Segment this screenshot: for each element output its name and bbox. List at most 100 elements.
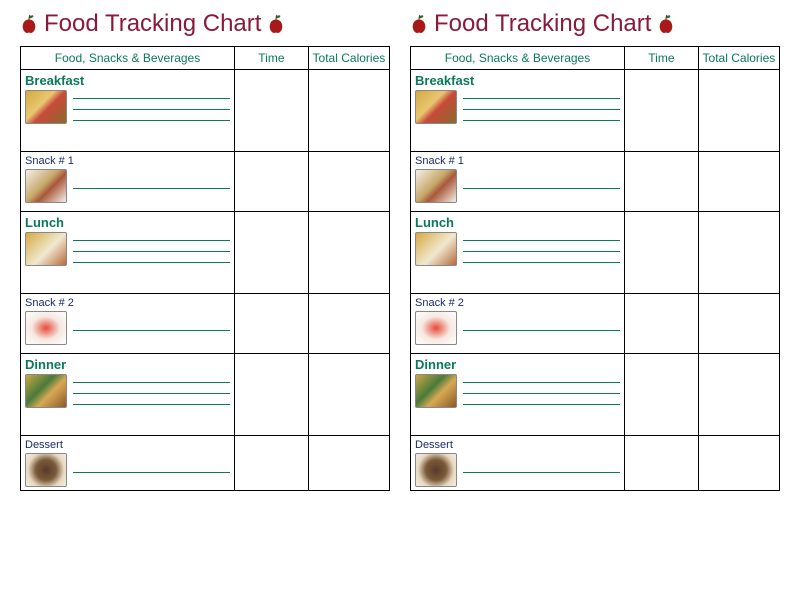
entry-line	[463, 472, 620, 473]
entry-line	[73, 240, 230, 241]
meal-label: Dessert	[415, 439, 620, 451]
calories-cell	[308, 152, 389, 212]
food-image	[25, 374, 67, 408]
header-food: Food, Snacks & Beverages	[411, 47, 625, 70]
entry-lines	[73, 90, 230, 124]
food-cell: Lunch	[411, 212, 625, 294]
calories-cell	[698, 436, 779, 491]
time-cell	[625, 436, 699, 491]
entry-line	[463, 120, 620, 121]
chart-title: Food Tracking Chart	[434, 10, 651, 38]
entry-line	[463, 404, 620, 405]
chart-left: Food Tracking Chart Food, Snacks & Bever…	[20, 10, 390, 598]
apple-icon	[657, 14, 675, 34]
chart-title: Food Tracking Chart	[44, 10, 261, 38]
food-image	[25, 311, 67, 345]
meal-row: Dessert	[21, 436, 390, 491]
meal-row: Dinner	[21, 354, 390, 436]
meal-row: Snack # 2	[21, 294, 390, 354]
meal-row: Snack # 1	[21, 152, 390, 212]
header-calories: Total Calories	[698, 47, 779, 70]
entry-line	[73, 472, 230, 473]
meal-label: Breakfast	[25, 73, 230, 88]
header-row: Food, Snacks & Beverages Time Total Calo…	[21, 47, 390, 70]
meal-label: Lunch	[25, 215, 230, 230]
time-cell	[625, 212, 699, 294]
food-cell: Snack # 2	[411, 294, 625, 354]
food-image	[25, 90, 67, 124]
entry-line	[463, 188, 620, 189]
meal-label: Snack # 2	[415, 297, 620, 309]
entry-line	[73, 382, 230, 383]
time-cell	[625, 354, 699, 436]
food-image	[415, 453, 457, 487]
calories-cell	[308, 436, 389, 491]
entry-line	[463, 98, 620, 99]
food-cell: Dinner	[411, 354, 625, 436]
food-image	[415, 169, 457, 203]
food-cell: Lunch	[21, 212, 235, 294]
entry-lines	[73, 453, 230, 487]
tracking-table: Food, Snacks & Beverages Time Total Calo…	[410, 46, 780, 491]
meal-label: Dessert	[25, 439, 230, 451]
food-cell: Dessert	[21, 436, 235, 491]
title-row: Food Tracking Chart	[410, 10, 780, 38]
meal-label: Snack # 1	[25, 155, 230, 167]
time-cell	[625, 294, 699, 354]
header-calories: Total Calories	[308, 47, 389, 70]
calories-cell	[698, 294, 779, 354]
food-image	[415, 232, 457, 266]
meal-row: Breakfast	[411, 70, 780, 152]
time-cell	[235, 212, 309, 294]
header-row: Food, Snacks & Beverages Time Total Calo…	[411, 47, 780, 70]
time-cell	[235, 152, 309, 212]
food-cell: Dessert	[411, 436, 625, 491]
food-image	[415, 374, 457, 408]
food-cell: Snack # 1	[21, 152, 235, 212]
entry-line	[73, 188, 230, 189]
entry-line	[463, 262, 620, 263]
entry-line	[463, 330, 620, 331]
apple-icon	[410, 14, 428, 34]
calories-cell	[308, 294, 389, 354]
meal-label: Snack # 1	[415, 155, 620, 167]
entry-lines	[73, 169, 230, 203]
apple-icon	[20, 14, 38, 34]
time-cell	[235, 436, 309, 491]
time-cell	[235, 354, 309, 436]
meal-label: Dinner	[415, 357, 620, 372]
food-cell: Snack # 1	[411, 152, 625, 212]
meal-label: Dinner	[25, 357, 230, 372]
meal-row: Snack # 2	[411, 294, 780, 354]
entry-line	[73, 404, 230, 405]
meal-label: Breakfast	[415, 73, 620, 88]
calories-cell	[698, 70, 779, 152]
entry-line	[73, 251, 230, 252]
entry-lines	[463, 169, 620, 203]
calories-cell	[308, 70, 389, 152]
entry-line	[73, 120, 230, 121]
entry-line	[463, 109, 620, 110]
entry-line	[73, 393, 230, 394]
entry-lines	[463, 311, 620, 345]
meal-row: Breakfast	[21, 70, 390, 152]
entry-lines	[73, 311, 230, 345]
apple-icon	[267, 14, 285, 34]
entry-lines	[463, 453, 620, 487]
meal-label: Lunch	[415, 215, 620, 230]
entry-line	[73, 330, 230, 331]
entry-line	[463, 393, 620, 394]
food-cell: Breakfast	[411, 70, 625, 152]
time-cell	[625, 152, 699, 212]
entry-line	[463, 382, 620, 383]
entry-lines	[463, 232, 620, 266]
header-food: Food, Snacks & Beverages	[21, 47, 235, 70]
header-time: Time	[625, 47, 699, 70]
entry-lines	[463, 374, 620, 408]
calories-cell	[698, 354, 779, 436]
meal-row: Snack # 1	[411, 152, 780, 212]
calories-cell	[308, 212, 389, 294]
meal-label: Snack # 2	[25, 297, 230, 309]
food-cell: Breakfast	[21, 70, 235, 152]
calories-cell	[698, 212, 779, 294]
